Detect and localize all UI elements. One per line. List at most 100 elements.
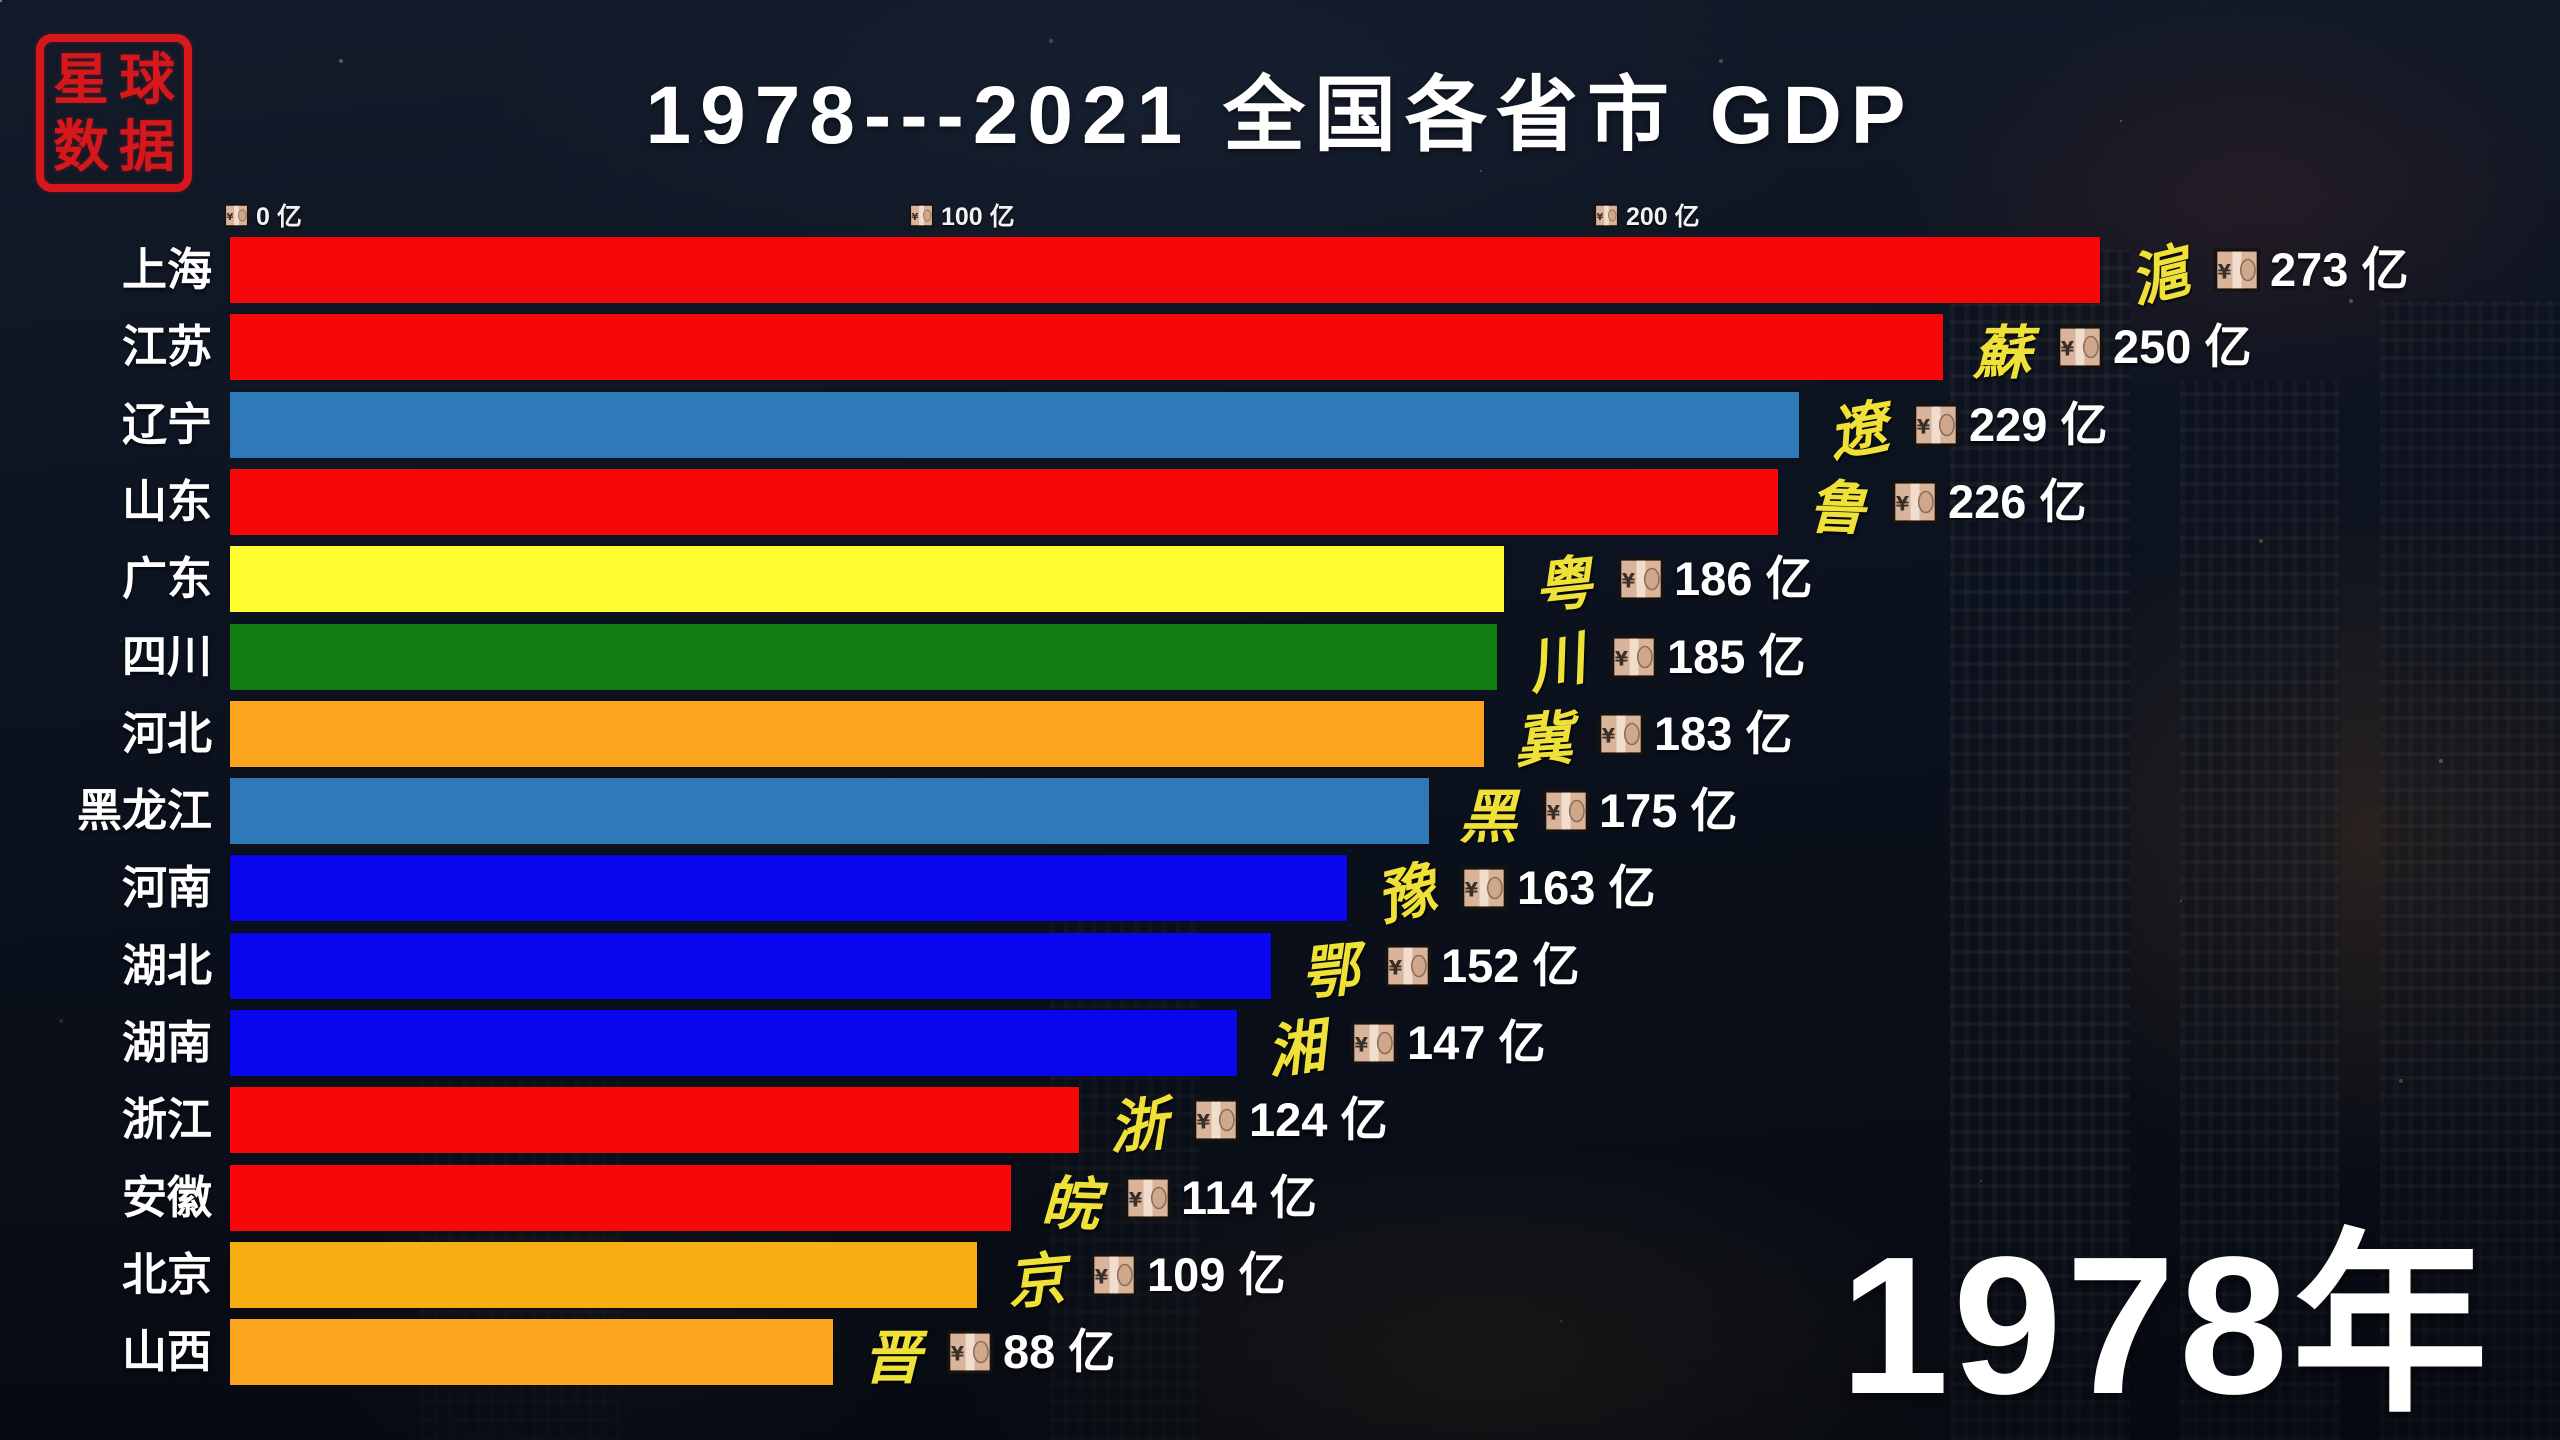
bar-row: 四川 川 ¥ 185 亿 <box>0 624 2560 703</box>
gdp-value-label: 114 亿 <box>1181 1171 1317 1224</box>
gdp-value-label: 186 亿 <box>1674 552 1813 605</box>
yen-banknote-icon: ¥ <box>1611 635 1657 679</box>
bar-row: 江苏 蘇 ¥ 250 亿 <box>0 314 2560 386</box>
building-silhouette <box>2180 380 2340 1440</box>
bar-row: 河北 冀 ¥ 183 亿 <box>0 701 2560 776</box>
bar-row: 安徽 皖 ¥ 114 亿 <box>0 1165 2560 1239</box>
svg-text:¥: ¥ <box>1095 1265 1109 1288</box>
yen-banknote-icon: ¥ <box>1598 712 1644 756</box>
x-axis-tick: ¥100 亿 <box>909 200 1015 231</box>
gdp-bar <box>230 546 1504 612</box>
svg-text:¥: ¥ <box>1465 878 1479 901</box>
gdp-bar <box>230 1319 833 1385</box>
province-name-label: 四川 <box>121 631 212 682</box>
gdp-value-label: 147 亿 <box>1407 1016 1546 1069</box>
bar-row: 河南 豫 ¥ 163 亿 <box>0 854 2560 934</box>
gdp-value-label: 185 亿 <box>1667 630 1806 683</box>
province-name-label: 山东 <box>121 476 212 527</box>
seal-char: 据 <box>119 113 175 180</box>
province-name-label: 河南 <box>121 862 212 913</box>
province-name-label: 山西 <box>121 1326 212 1377</box>
gdp-value-label: 152 亿 <box>1441 939 1580 992</box>
yen-banknote-icon: ¥ <box>224 203 249 227</box>
yen-banknote-icon: ¥ <box>1193 1098 1239 1142</box>
province-name-label: 上海 <box>121 244 212 295</box>
province-name-label: 黑龙江 <box>76 785 212 836</box>
yen-banknote-icon: ¥ <box>1385 944 1431 988</box>
province-name-label: 辽宁 <box>121 399 212 450</box>
province-name-label: 广东 <box>121 553 212 604</box>
gdp-bar <box>230 469 1778 535</box>
x-axis-tick-label: 0 亿 <box>256 203 302 231</box>
yen-banknote-icon: ¥ <box>2214 248 2260 292</box>
gdp-value-label: 229 亿 <box>1969 398 2108 451</box>
svg-text:¥: ¥ <box>1547 801 1561 824</box>
planet-data-seal-logo: 星 球 数 据 <box>36 34 192 192</box>
svg-text:¥: ¥ <box>1355 1033 1369 1056</box>
gdp-value-label: 226 亿 <box>1948 475 2087 528</box>
seal-char: 星 <box>53 46 109 113</box>
yen-banknote-icon: ¥ <box>1543 789 1589 833</box>
province-name-label: 湖北 <box>121 940 212 991</box>
svg-text:¥: ¥ <box>1602 724 1616 747</box>
bar-row: 湖南 湘 ¥ 147 亿 <box>0 1010 2560 1087</box>
yen-banknote-icon: ¥ <box>947 1330 993 1374</box>
svg-text:¥: ¥ <box>1129 1188 1143 1211</box>
bar-row: 辽宁 遼 ¥ 229 亿 <box>0 392 2560 470</box>
bar-row: 广东 粤 ¥ 186 亿 <box>0 546 2560 622</box>
seal-char: 数 <box>53 113 109 180</box>
gdp-bar <box>230 701 1484 767</box>
gdp-bar <box>230 1010 1237 1076</box>
province-abbr-calligraphy: 皖 <box>1039 1169 1101 1239</box>
yen-banknote-icon: ¥ <box>1125 1176 1171 1220</box>
gdp-bar <box>230 314 1943 380</box>
building-silhouette <box>1950 250 2130 1440</box>
yen-banknote-icon: ¥ <box>1091 1253 1137 1297</box>
x-axis-tick: ¥0 亿 <box>224 200 302 231</box>
gdp-bar <box>230 392 1799 458</box>
gdp-value-label: 273 亿 <box>2270 243 2409 296</box>
gdp-value-label: 250 亿 <box>2113 320 2252 373</box>
province-name-label: 北京 <box>121 1249 212 1300</box>
gdp-value-label: 109 亿 <box>1147 1248 1286 1301</box>
gdp-bar <box>230 1165 1011 1231</box>
x-axis-tick: ¥200 亿 <box>1594 200 1700 231</box>
province-name-label: 江苏 <box>121 321 212 372</box>
gdp-value-label: 88 亿 <box>1003 1325 1116 1378</box>
province-abbr-calligraphy: 浙 <box>1106 1089 1170 1163</box>
gdp-bar <box>230 1087 1079 1153</box>
seal-char: 球 <box>119 46 175 113</box>
svg-text:¥: ¥ <box>911 211 918 222</box>
gdp-bar <box>230 624 1497 690</box>
svg-text:¥: ¥ <box>1917 415 1931 438</box>
province-abbr-calligraphy: 遼 <box>1823 392 1893 470</box>
province-abbr-calligraphy: 冀 <box>1511 704 1575 776</box>
svg-text:¥: ¥ <box>226 211 233 222</box>
province-abbr-calligraphy: 京 <box>1004 1244 1068 1318</box>
svg-text:¥: ¥ <box>1896 492 1910 515</box>
building-silhouette <box>2380 300 2560 1440</box>
bar-row: 山西 晋 ¥ 88 亿 <box>0 1319 2560 1391</box>
province-name-label: 安徽 <box>121 1172 212 1223</box>
yen-banknote-icon: ¥ <box>1461 866 1507 910</box>
province-abbr-calligraphy: 川 <box>1520 623 1592 703</box>
bar-row: 浙江 浙 ¥ 124 亿 <box>0 1087 2560 1162</box>
province-name-label: 湖南 <box>121 1017 212 1068</box>
yen-banknote-icon: ¥ <box>909 203 934 227</box>
province-abbr-calligraphy: 晋 <box>863 1324 922 1392</box>
svg-text:¥: ¥ <box>2061 337 2075 360</box>
gdp-bar <box>230 933 1271 999</box>
svg-text:¥: ¥ <box>2218 260 2232 283</box>
gdp-value-label: 183 亿 <box>1654 707 1793 760</box>
yen-banknote-icon: ¥ <box>1913 403 1959 447</box>
yen-banknote-icon: ¥ <box>1351 1021 1397 1065</box>
gdp-bar <box>230 855 1347 921</box>
yen-banknote-icon: ¥ <box>1618 557 1664 601</box>
bar-row: 北京 京 ¥ 109 亿 <box>0 1242 2560 1317</box>
province-abbr-calligraphy: 鄂 <box>1297 935 1363 1009</box>
yen-banknote-icon: ¥ <box>1892 480 1938 524</box>
svg-text:¥: ¥ <box>951 1342 965 1365</box>
gdp-value-label: 175 亿 <box>1599 784 1738 837</box>
gdp-bar <box>230 778 1429 844</box>
